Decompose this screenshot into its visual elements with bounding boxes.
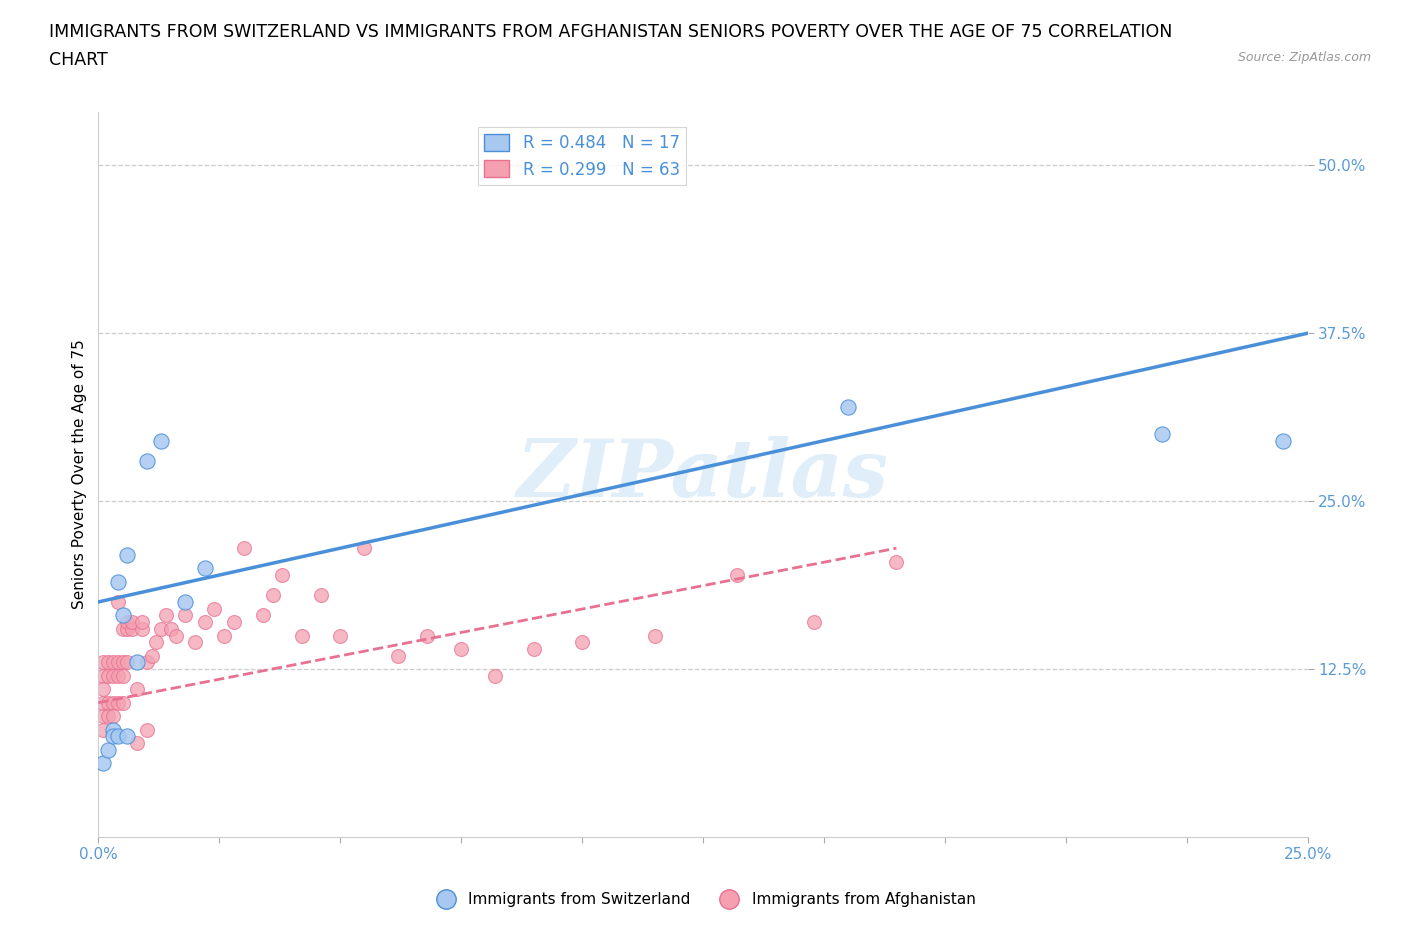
Point	[174, 608, 197, 623]
Point	[252, 608, 274, 623]
Point	[111, 608, 134, 623]
Point	[194, 615, 217, 630]
Point	[117, 548, 139, 563]
Point	[111, 655, 134, 670]
Legend: R = 0.484   N = 17, R = 0.299   N = 63: R = 0.484 N = 17, R = 0.299 N = 63	[478, 127, 686, 185]
Point	[91, 682, 114, 697]
Point	[91, 756, 114, 771]
Point	[135, 655, 157, 670]
Point	[416, 628, 439, 643]
Point	[91, 709, 114, 724]
Point	[101, 696, 124, 711]
Point	[450, 642, 472, 657]
Point	[97, 655, 120, 670]
Point	[484, 669, 506, 684]
Point	[121, 615, 143, 630]
Point	[145, 635, 167, 650]
Text: CHART: CHART	[49, 51, 108, 69]
Point	[131, 615, 153, 630]
Point	[107, 696, 129, 711]
Point	[97, 709, 120, 724]
Point	[387, 648, 409, 663]
Point	[117, 655, 139, 670]
Point	[232, 540, 254, 555]
Point	[117, 621, 139, 636]
Point	[174, 594, 197, 609]
Point	[353, 540, 375, 555]
Point	[271, 567, 294, 582]
Point	[111, 621, 134, 636]
Point	[97, 669, 120, 684]
Point	[886, 554, 908, 569]
Point	[91, 669, 114, 684]
Point	[135, 454, 157, 469]
Point	[837, 400, 859, 415]
Point	[725, 567, 748, 582]
Point	[107, 594, 129, 609]
Point	[111, 669, 134, 684]
Point	[117, 729, 139, 744]
Point	[184, 635, 207, 650]
Y-axis label: Seniors Poverty Over the Age of 75: Seniors Poverty Over the Age of 75	[72, 339, 87, 609]
Point	[309, 588, 332, 603]
Point	[101, 655, 124, 670]
Point	[644, 628, 666, 643]
Point	[107, 669, 129, 684]
Point	[150, 621, 173, 636]
Point	[523, 642, 546, 657]
Point	[101, 669, 124, 684]
Text: IMMIGRANTS FROM SWITZERLAND VS IMMIGRANTS FROM AFGHANISTAN SENIORS POVERTY OVER : IMMIGRANTS FROM SWITZERLAND VS IMMIGRANT…	[49, 23, 1173, 41]
Legend: Immigrants from Switzerland, Immigrants from Afghanistan: Immigrants from Switzerland, Immigrants …	[425, 886, 981, 913]
Point	[135, 722, 157, 737]
Point	[290, 628, 312, 643]
Point	[1272, 433, 1295, 448]
Text: ZIPatlas: ZIPatlas	[517, 435, 889, 513]
Point	[97, 742, 120, 757]
Point	[107, 655, 129, 670]
Point	[107, 729, 129, 744]
Point	[101, 722, 124, 737]
Point	[204, 601, 226, 616]
Point	[127, 655, 149, 670]
Point	[1152, 427, 1174, 442]
Point	[141, 648, 163, 663]
Point	[803, 615, 825, 630]
Point	[111, 696, 134, 711]
Point	[571, 635, 593, 650]
Point	[222, 615, 245, 630]
Point	[165, 628, 187, 643]
Point	[131, 621, 153, 636]
Point	[262, 588, 284, 603]
Point	[91, 655, 114, 670]
Point	[97, 696, 120, 711]
Point	[160, 621, 183, 636]
Point	[107, 575, 129, 590]
Point	[127, 682, 149, 697]
Point	[329, 628, 352, 643]
Point	[127, 736, 149, 751]
Point	[101, 709, 124, 724]
Point	[91, 696, 114, 711]
Point	[194, 561, 217, 576]
Text: Source: ZipAtlas.com: Source: ZipAtlas.com	[1237, 51, 1371, 64]
Point	[155, 608, 177, 623]
Point	[117, 615, 139, 630]
Point	[121, 621, 143, 636]
Point	[91, 722, 114, 737]
Point	[150, 433, 173, 448]
Point	[212, 628, 235, 643]
Point	[101, 729, 124, 744]
